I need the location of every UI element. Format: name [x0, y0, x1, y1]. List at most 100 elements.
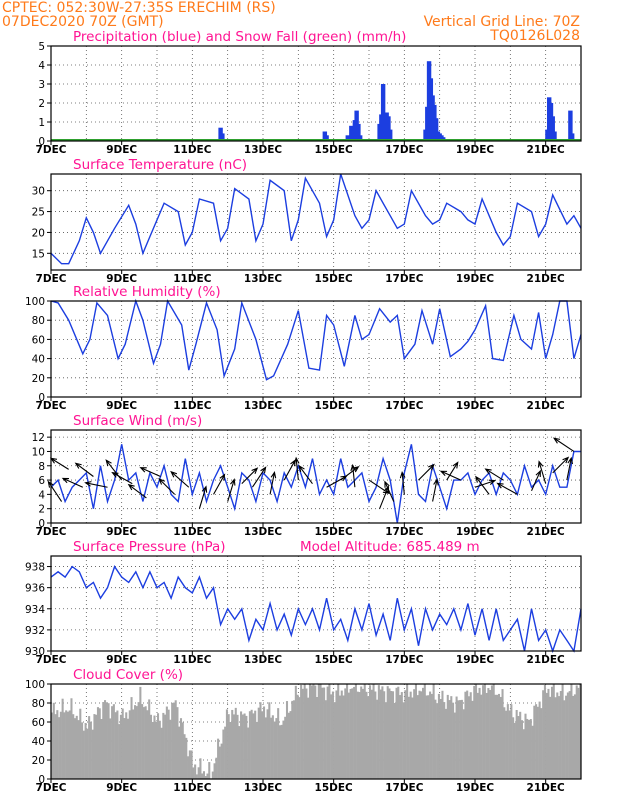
wind-vector-arrow — [293, 456, 300, 481]
cloud-bar — [169, 719, 172, 779]
cloud-bar — [305, 688, 308, 779]
wind-vector-arrow — [384, 480, 395, 502]
header-location: CPTEC: 052:30W-27:35S ERECHIM (RS) — [2, 0, 276, 16]
wind-vector-arrow — [537, 460, 547, 484]
cloud-bar — [317, 684, 320, 779]
cloud-bar — [372, 684, 375, 779]
rh-ytick-label: 80 — [32, 315, 45, 327]
cloud-bar — [187, 756, 190, 779]
cloud-bar — [556, 692, 559, 779]
cloud-bar — [70, 698, 73, 779]
precip-bar — [550, 116, 555, 141]
cloud-bar — [482, 685, 485, 779]
cloud-bar — [66, 711, 69, 779]
cloud-bar — [427, 695, 430, 779]
cloud-bar — [263, 706, 266, 779]
temp-panel: 15 20 25 30 7DEC 9DEC 11DEC 13DEC 15DEC 17DEC 19DE… — [32, 157, 582, 285]
cloud-bar — [533, 705, 536, 779]
cloud-bar — [558, 696, 561, 779]
cloud-bar — [384, 702, 387, 779]
rh-xtick-label: 19DEC — [456, 400, 495, 412]
cloud-bar — [383, 691, 386, 779]
cloud-bar — [149, 714, 152, 779]
cloud-bar — [526, 718, 529, 779]
cloud-bar — [144, 706, 147, 779]
cloud-bar — [565, 695, 568, 779]
precip-bar — [345, 135, 351, 141]
cloud-bar — [316, 696, 319, 779]
cloud-bar — [573, 694, 576, 779]
cloud-bar — [84, 722, 87, 779]
cloud-bar — [298, 697, 301, 779]
cloud-ytick-label: 20 — [32, 755, 45, 767]
cloud-bar — [570, 684, 573, 779]
cloud-bar — [476, 692, 479, 779]
precip-bar — [357, 135, 363, 141]
cloud-bar — [300, 684, 303, 779]
cloud-bar — [520, 720, 523, 779]
cloud-xtick-label: 17DEC — [385, 782, 424, 794]
wind-vector-arrow — [269, 471, 277, 495]
cloud-bar — [416, 695, 419, 779]
cloud-bar — [56, 710, 59, 779]
precip-bar — [569, 133, 575, 141]
temp-series-line — [50, 173, 582, 265]
cloud-bar — [88, 716, 91, 779]
cloud-bar — [86, 728, 89, 779]
precip-bar — [356, 123, 361, 141]
cloud-bar — [261, 711, 264, 779]
wind-ytick-label: 8 — [38, 461, 45, 473]
cloud-bar — [353, 686, 356, 779]
cloud-bar — [326, 686, 329, 779]
cloud-bar — [157, 713, 160, 779]
precip-title: Precipitation (blue) and Snow Fall (gree… — [73, 29, 406, 45]
cloud-bar — [386, 686, 389, 779]
cloud-bar — [354, 684, 357, 779]
cloud-bar — [475, 684, 478, 779]
cloud-bar — [397, 686, 400, 779]
wind-vector-arrow — [198, 485, 208, 509]
cloud-bar — [512, 717, 515, 779]
cloud-bar — [206, 773, 209, 779]
cloud-frame — [50, 683, 582, 780]
cloud-bar — [112, 704, 115, 779]
cloud-bar — [430, 693, 433, 779]
cloud-bar — [79, 708, 82, 779]
cloud-bar — [358, 692, 361, 779]
cloud-bar — [489, 689, 492, 779]
cloud-bar — [402, 702, 405, 779]
cloud-bar — [164, 714, 167, 779]
cloud-bar — [480, 694, 483, 779]
cloud-bar — [202, 771, 205, 779]
wind-title: Surface Wind (m/s) — [73, 413, 202, 429]
pres-xtick-label: 19DEC — [456, 654, 495, 666]
cloud-bar — [270, 717, 273, 779]
cloud-bar — [535, 704, 538, 779]
cloud-bar — [308, 684, 311, 779]
cloud-bar — [529, 719, 532, 779]
cloud-bar — [572, 695, 575, 779]
cloud-bar — [497, 693, 501, 779]
cloud-bar — [118, 724, 121, 779]
cloud-bar — [141, 704, 144, 779]
cloud-bar — [561, 684, 564, 779]
cloud-bar — [73, 718, 77, 779]
precip-frame — [50, 45, 582, 142]
rh-xtick-label: 9DEC — [106, 400, 137, 412]
wind-ytick-label: 12 — [32, 432, 45, 444]
cloud-bar — [289, 711, 292, 779]
cloud-bar — [54, 714, 57, 779]
rh-xtick-label: 7DEC — [36, 400, 67, 412]
cloud-bar — [542, 690, 545, 779]
pres-xtick-label: 9DEC — [106, 654, 137, 666]
cloud-bar — [213, 763, 216, 779]
temp-xtick-label: 19DEC — [456, 273, 495, 285]
wind-vector-arrow — [61, 477, 84, 488]
cloud-bar — [513, 722, 516, 779]
cloud-bar — [363, 684, 366, 779]
temp-xtick-label: 15DEC — [315, 273, 354, 285]
cloud-xtick-label: 15DEC — [315, 782, 354, 794]
rh-ytick-label: 0 — [38, 392, 45, 404]
cloud-bar — [505, 710, 508, 779]
